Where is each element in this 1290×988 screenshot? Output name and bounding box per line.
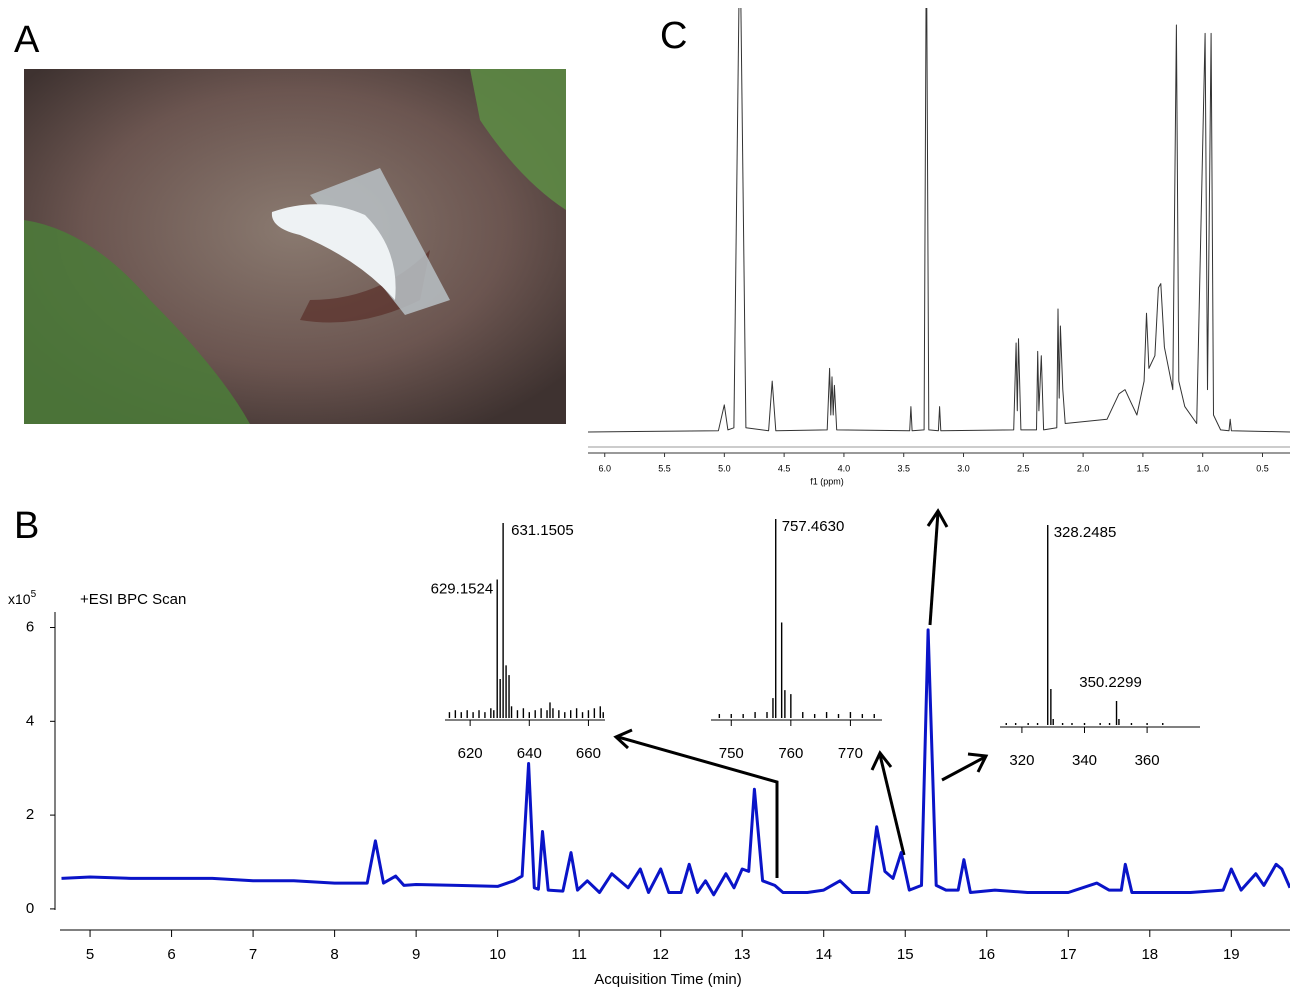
x-tick-label: 1.5: [1137, 463, 1150, 473]
x-tick-label: 3.0: [957, 463, 970, 473]
chromatogram-line: [61, 628, 1290, 897]
x-tick-label: 320: [1009, 752, 1034, 769]
peak-label: 328.2485: [1054, 524, 1117, 541]
x-tick-label: 360: [1135, 752, 1160, 769]
x-tick-label: 17: [1060, 946, 1077, 963]
x-tick-label: 10: [489, 946, 506, 963]
x-tick-label: 2.5: [1017, 463, 1030, 473]
x-tick-label: 6.0: [598, 463, 611, 473]
arrow-head: [613, 728, 633, 750]
peak-label: 629.1524: [431, 581, 494, 598]
multiplier-base: x10: [8, 591, 31, 607]
arrow: [941, 755, 986, 782]
x-tick-label: 15: [897, 946, 914, 963]
panel-label: B: [14, 505, 39, 547]
x-tick-label: 14: [815, 946, 832, 963]
y-tick-label: 4: [26, 712, 34, 729]
x-tick-label: 770: [838, 745, 863, 762]
x-tick-label: 12: [652, 946, 669, 963]
multiplier-exponent: 5: [31, 589, 37, 600]
y-tick-label: 6: [26, 618, 34, 635]
x-tick-label: 4.0: [838, 463, 851, 473]
panel-label: A: [14, 19, 40, 61]
peak-label: 350.2299: [1079, 674, 1142, 691]
panel-label: C: [660, 15, 687, 57]
x-tick-label: 340: [1072, 752, 1097, 769]
y-multiplier: x105: [8, 589, 37, 607]
x-tick-label: 760: [778, 745, 803, 762]
x-tick-label: 18: [1141, 946, 1158, 963]
arrow-head: [926, 508, 949, 528]
x-tick-label: 5.5: [658, 463, 671, 473]
x-tick-label: 1.0: [1196, 463, 1209, 473]
x-axis-label: Acquisition Time (min): [594, 971, 742, 988]
photo: A: [14, 19, 566, 424]
arrow-head: [870, 750, 893, 771]
arrow: [878, 754, 906, 856]
nmr-spectrum: [588, 8, 1290, 433]
x-tick-label: 13: [734, 946, 751, 963]
x-tick-label: 660: [576, 745, 601, 762]
x-tick-label: 8: [330, 946, 338, 963]
x-tick-label: 5: [86, 946, 94, 963]
peak-label: 631.1505: [511, 522, 574, 539]
y-tick-label: 0: [26, 900, 34, 917]
x-tick-label: 9: [412, 946, 420, 963]
x-tick-label: 2.0: [1077, 463, 1090, 473]
x-tick-label: 19: [1223, 946, 1240, 963]
x-tick-label: 4.5: [778, 463, 791, 473]
arrow: [617, 735, 779, 878]
y-tick-label: 2: [26, 806, 34, 823]
annotation: +ESI BPC Scan: [80, 591, 186, 608]
x-tick-label: 7: [249, 946, 257, 963]
x-tick-label: 0.5: [1256, 463, 1269, 473]
x-axis-label: f1 (ppm): [810, 476, 844, 486]
x-tick-label: 3.5: [897, 463, 910, 473]
peak-label: 757.4630: [782, 518, 845, 535]
x-tick-label: 640: [517, 745, 542, 762]
x-tick-label: 16: [978, 946, 995, 963]
arrow: [928, 511, 940, 626]
x-tick-label: 5.0: [718, 463, 731, 473]
arrow-head: [967, 752, 989, 773]
x-tick-label: 620: [458, 745, 483, 762]
x-tick-label: 11: [571, 946, 587, 963]
x-tick-label: 6: [167, 946, 175, 963]
x-tick-label: 750: [719, 745, 744, 762]
arrows: [613, 508, 989, 878]
